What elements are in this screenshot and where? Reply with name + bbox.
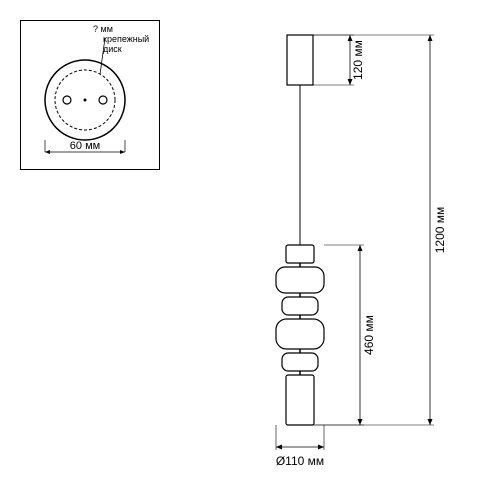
mounting-disc-inset: ? ммкрепежныйдиск 60 мм — [20, 20, 160, 170]
dim-canopy-height: 120 мм — [351, 40, 365, 80]
dim-diameter: Ø110 мм — [276, 454, 324, 468]
inset-label-disc2: диск — [103, 44, 122, 54]
dim-body-height: 460 мм — [362, 315, 376, 355]
inset-dim-60: 60 мм — [70, 140, 100, 152]
inset-label-disc1: крепежный — [103, 34, 149, 44]
pendant-lamp-diagram: 120 мм 1200 мм 460 мм Ø110 мм — [180, 20, 480, 480]
dim-total-height: 1200 мм — [433, 207, 447, 254]
inset-label-question: ? мм — [93, 24, 113, 34]
canopy — [287, 35, 313, 85]
